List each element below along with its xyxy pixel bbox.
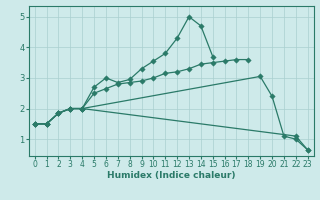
X-axis label: Humidex (Indice chaleur): Humidex (Indice chaleur) bbox=[107, 171, 236, 180]
